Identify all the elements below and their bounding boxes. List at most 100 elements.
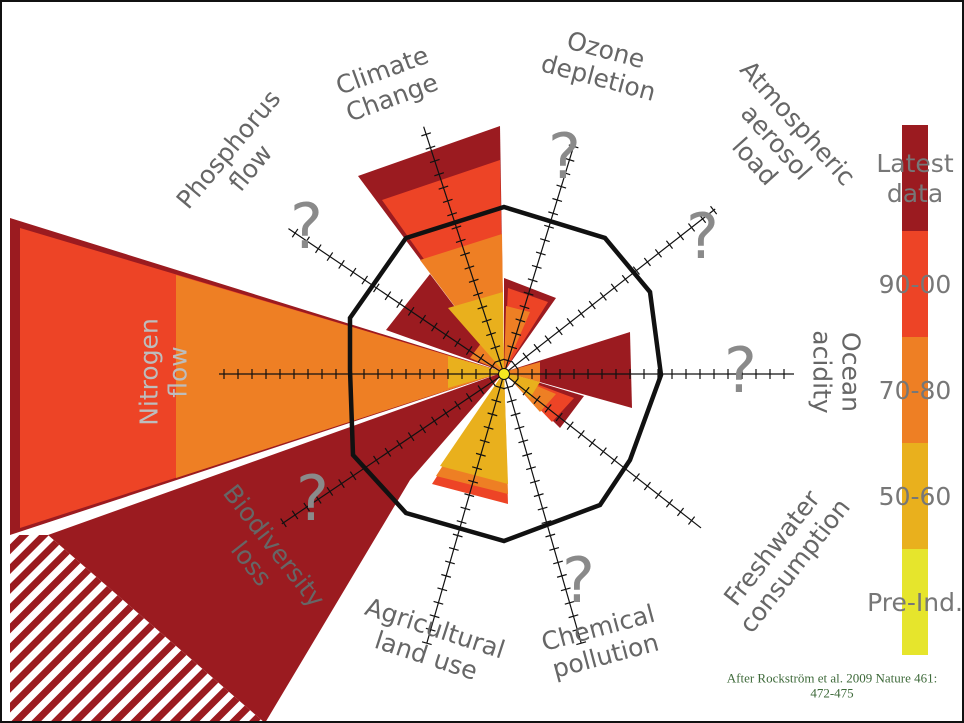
axis-tick bbox=[326, 486, 334, 496]
axis-tick bbox=[473, 291, 483, 297]
axis-tick bbox=[338, 259, 345, 269]
phosphorus-unknown-marker: ? bbox=[290, 190, 323, 263]
axis-tick bbox=[643, 257, 651, 267]
axis-tick bbox=[531, 264, 542, 269]
safe-boundary-polygon bbox=[347, 204, 664, 544]
chemical-unknown-marker: ? bbox=[562, 544, 595, 617]
axis-tick bbox=[553, 560, 563, 565]
axis-tick bbox=[527, 278, 538, 283]
axis-tick bbox=[451, 225, 462, 230]
axis-line bbox=[423, 126, 505, 375]
axis-tick bbox=[544, 404, 552, 413]
axis-tick bbox=[361, 275, 369, 285]
axis-tick bbox=[479, 439, 490, 444]
axis-tick bbox=[533, 343, 541, 353]
axis-tick bbox=[529, 479, 540, 484]
axis-tick bbox=[511, 378, 519, 387]
label-freshwater-consumption: Freshwaterconsumption bbox=[711, 475, 856, 638]
axis-tick bbox=[545, 533, 556, 538]
axis-tick bbox=[315, 244, 322, 254]
axis-tick bbox=[665, 240, 674, 250]
axis-tick bbox=[429, 614, 440, 619]
axis-tick bbox=[510, 412, 521, 417]
axis-tick bbox=[654, 249, 663, 258]
nitrogen-wedge-70-80 bbox=[176, 275, 504, 478]
axis-tick bbox=[419, 314, 427, 324]
axis-tick bbox=[556, 573, 567, 578]
legend: Latest data 90-00 70-80 50-60 Pre-Ind. bbox=[867, 125, 963, 655]
axis-tick bbox=[555, 326, 563, 336]
axis-tick bbox=[421, 641, 432, 646]
axis-tick bbox=[564, 600, 575, 605]
axis-tick bbox=[407, 306, 415, 316]
phosphorus-wedge-latest bbox=[386, 274, 504, 372]
axis-tick bbox=[541, 520, 552, 524]
axis-tick bbox=[548, 211, 559, 216]
axis-tick bbox=[338, 479, 345, 489]
ozone-wedge-70-80 bbox=[504, 306, 530, 372]
axis-tick bbox=[465, 393, 473, 402]
axis-tick bbox=[535, 251, 546, 256]
axis-tick bbox=[610, 283, 618, 293]
axis-tick bbox=[326, 252, 334, 262]
axis-tick bbox=[454, 400, 461, 410]
axis-tick bbox=[481, 318, 492, 323]
axis-tick bbox=[303, 236, 310, 246]
axis-tick bbox=[441, 573, 452, 578]
axis-tick bbox=[442, 330, 450, 340]
axis-tick bbox=[465, 346, 473, 355]
axis-tick bbox=[452, 533, 463, 538]
axis-tick bbox=[576, 641, 587, 646]
axis-tick bbox=[544, 335, 552, 344]
axis-tick bbox=[552, 197, 563, 202]
axis-tick bbox=[447, 212, 458, 217]
axis-tick bbox=[464, 493, 475, 498]
axis-tick bbox=[515, 318, 526, 323]
biodiversity-overflow-hatch bbox=[10, 535, 265, 723]
phosphorus-wedge-70-80 bbox=[470, 342, 504, 372]
axis-tick bbox=[503, 358, 514, 363]
legend-swatch bbox=[902, 337, 928, 443]
label-agricultural-land-use: Agriculturalland use bbox=[353, 592, 509, 692]
axis-line bbox=[288, 228, 505, 375]
ozone-unknown-marker: ? bbox=[548, 120, 581, 193]
axis-tick bbox=[568, 144, 579, 149]
axis-tick bbox=[454, 338, 461, 348]
axis-tick bbox=[429, 158, 440, 164]
axis-tick bbox=[654, 490, 663, 499]
axis-tick bbox=[537, 506, 548, 511]
citation: After Rockström et al. 2009 Nature 461: 4… bbox=[727, 671, 937, 701]
axis-tick bbox=[349, 267, 357, 277]
axis-tick bbox=[425, 145, 436, 150]
axis-tick bbox=[396, 299, 403, 309]
axis-tick bbox=[676, 507, 685, 517]
axis-tick bbox=[455, 238, 466, 243]
axis-tick bbox=[433, 600, 444, 605]
axis-tick bbox=[315, 494, 322, 504]
axis-tick bbox=[549, 546, 560, 551]
axis-tick bbox=[687, 223, 696, 232]
axis-tick bbox=[438, 185, 449, 190]
axis-tick bbox=[460, 252, 471, 257]
axis-tick bbox=[486, 331, 496, 337]
axis-tick bbox=[494, 358, 505, 363]
label-nitrogen-flow: Nitrogenflow bbox=[135, 318, 193, 426]
legend-swatch bbox=[902, 443, 928, 549]
axis-tick bbox=[472, 466, 482, 471]
label-ozone-depletion: Ozonedepletion bbox=[538, 21, 666, 107]
axis-tick bbox=[588, 300, 596, 310]
axis-tick bbox=[477, 353, 485, 363]
legend-label: Latest data bbox=[876, 149, 953, 208]
axis-tick bbox=[621, 274, 629, 284]
label-ocean-acidity: Oceanacidity bbox=[808, 330, 866, 414]
axis-tick bbox=[384, 291, 392, 301]
axis-tick bbox=[610, 455, 618, 465]
axis-tick bbox=[483, 425, 494, 430]
axis-tick bbox=[526, 466, 536, 471]
axis-line bbox=[281, 373, 505, 525]
legend-label: 50-60 bbox=[879, 482, 952, 511]
biodiversity-wedge-latest bbox=[48, 372, 504, 723]
axis-tick bbox=[431, 416, 438, 426]
